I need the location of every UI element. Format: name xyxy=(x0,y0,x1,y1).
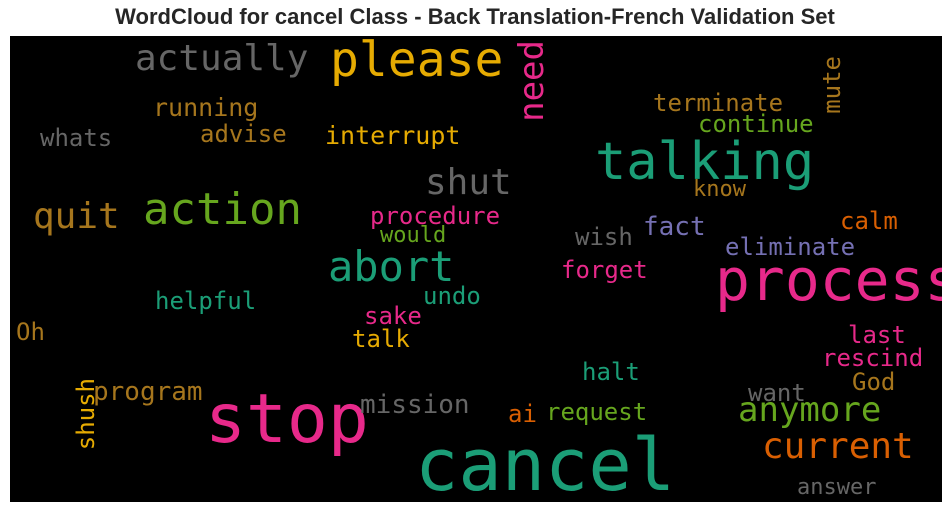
word-request: request xyxy=(546,398,648,426)
word-interrupt: interrupt xyxy=(325,121,461,150)
word-talking: talking xyxy=(595,132,815,192)
chart-title: WordCloud for cancel Class - Back Transl… xyxy=(115,4,835,29)
word-cancel: cancel xyxy=(415,423,676,502)
word-running: running xyxy=(153,93,259,122)
word-talk: talk xyxy=(352,325,410,353)
word-procedure: procedure xyxy=(370,202,501,230)
word-abort: abort xyxy=(328,242,455,291)
word-quit: quit xyxy=(33,196,120,237)
word-would: would xyxy=(380,223,447,248)
word-fact: fact xyxy=(643,212,706,242)
word-shush: shush xyxy=(72,378,100,451)
word-need-vertical: need xyxy=(512,40,552,122)
word-answer: answer xyxy=(797,475,877,500)
word-advise: advise xyxy=(200,120,287,148)
word-last: last xyxy=(848,321,906,349)
word-terminate: terminate xyxy=(653,89,784,117)
word-wish: wish xyxy=(575,223,633,251)
word-mission: mission xyxy=(360,390,470,420)
word-know: know xyxy=(693,177,746,202)
word-want: want xyxy=(748,379,806,407)
word-forget: forget xyxy=(561,256,648,284)
word-halt: halt xyxy=(582,358,640,386)
word-stop: stop xyxy=(205,380,369,459)
word-ai: ai xyxy=(508,400,537,428)
word-Oh: Oh xyxy=(16,318,45,346)
word-action: action xyxy=(143,184,302,235)
word-sake: sake xyxy=(364,302,422,330)
word-program: program xyxy=(93,377,203,407)
word-current: current xyxy=(762,426,914,467)
word-helpful: helpful xyxy=(155,287,257,315)
word-calm: calm xyxy=(840,207,898,235)
word-eliminate: eliminate xyxy=(725,233,856,261)
word-process: process xyxy=(715,246,942,314)
word-undo: undo xyxy=(423,282,481,310)
word-continue: continue xyxy=(698,110,814,138)
word-anymore: anymore xyxy=(738,390,882,430)
word-mute: mute xyxy=(818,56,846,114)
word-whats: whats xyxy=(40,124,113,152)
word-please: please xyxy=(330,36,504,88)
word-cloud-canvas: cancel stop process talking please actio… xyxy=(10,36,942,502)
word-actually: actually xyxy=(135,38,309,79)
word-God: God xyxy=(852,368,896,396)
word-shut: shut xyxy=(425,162,512,203)
word-rescind: rescind xyxy=(822,344,924,372)
